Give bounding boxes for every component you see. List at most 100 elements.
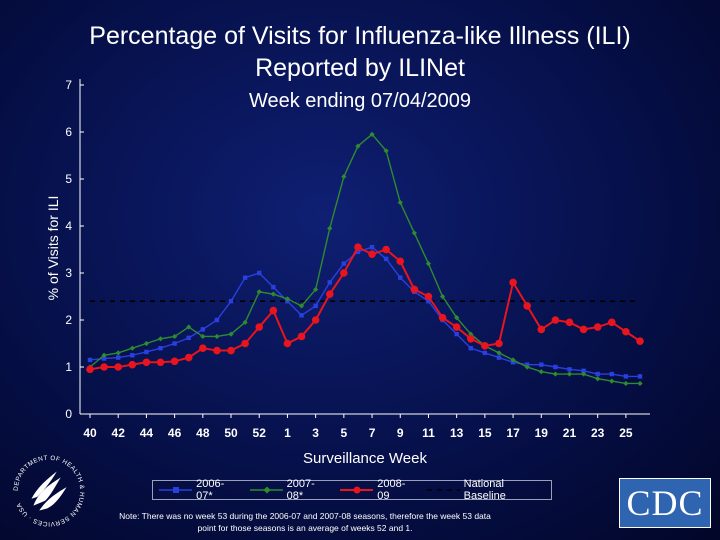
- point-2008-09: [114, 363, 123, 371]
- point-2008-09: [523, 302, 531, 310]
- point-2006-07: [228, 299, 234, 304]
- y-tick-label: 1: [65, 360, 72, 374]
- point-2006-07: [271, 284, 276, 290]
- point-2006-07: [257, 270, 262, 276]
- point-2008-09: [354, 243, 362, 251]
- point-2007-08: [284, 296, 291, 302]
- point-2007-08: [200, 333, 206, 340]
- point-2008-09: [213, 346, 221, 355]
- x-tick-label: 1: [284, 426, 291, 440]
- point-2008-09: [156, 358, 165, 367]
- legend-label-2006-07: 2006-07*: [196, 478, 225, 502]
- point-2006-07: [623, 374, 629, 379]
- point-2006-07: [468, 346, 473, 351]
- point-2007-08: [552, 371, 558, 377]
- point-2006-07: [398, 275, 403, 280]
- y-tick-label: 7: [65, 78, 72, 92]
- x-tick-label: 40: [83, 426, 97, 440]
- point-2007-08: [637, 380, 643, 387]
- point-2007-08: [454, 315, 460, 321]
- point-2007-08: [355, 143, 361, 149]
- legend-item-2007-08: 2007-08*: [249, 478, 331, 502]
- point-2007-08: [186, 324, 192, 330]
- point-2006-07: [553, 364, 558, 370]
- point-2007-08: [623, 380, 629, 387]
- point-2008-09: [495, 339, 503, 348]
- point-2008-09: [452, 323, 461, 331]
- point-2008-09: [438, 313, 447, 322]
- legend-swatch-2007-08: [249, 486, 283, 494]
- point-2006-07: [454, 331, 459, 337]
- point-2007-08: [595, 376, 601, 382]
- point-2007-08: [510, 357, 516, 363]
- point-2008-09: [227, 346, 235, 355]
- x-tick-label: 7: [369, 426, 376, 440]
- point-2006-07: [581, 368, 586, 373]
- x-tick-label: 42: [112, 426, 126, 440]
- point-2008-09: [170, 357, 179, 366]
- footnote: Note: There was no week 53 during the 20…: [119, 511, 491, 533]
- point-2006-07: [313, 303, 318, 309]
- chart-title-line1: Percentage of Visits for Influenza-like …: [89, 22, 631, 50]
- point-2007-08: [609, 378, 615, 384]
- point-2008-09: [368, 250, 376, 258]
- point-2007-08: [496, 350, 502, 356]
- legend-swatch-2006-07: [159, 487, 193, 493]
- point-2007-08: [580, 371, 587, 377]
- legend-item-2008-09: 2008-09: [340, 478, 416, 502]
- point-2006-07: [214, 317, 220, 323]
- point-2008-09: [255, 323, 264, 331]
- x-tick-label: 11: [422, 426, 435, 440]
- point-2006-07: [539, 362, 544, 367]
- chart-title: Percentage of Visits for Influenza-like …: [40, 20, 680, 84]
- legend-label-2007-08: 2007-08*: [286, 478, 315, 502]
- x-tick-label: 19: [535, 426, 549, 440]
- x-tick-label: 50: [224, 426, 238, 440]
- point-2007-08: [115, 350, 121, 356]
- point-2008-09: [311, 316, 320, 324]
- point-2007-08: [214, 333, 220, 340]
- x-tick-label: 23: [591, 426, 605, 440]
- x-tick-label: 25: [619, 426, 633, 440]
- point-2008-09: [396, 257, 405, 266]
- point-2007-08: [425, 261, 432, 267]
- point-2007-08: [524, 364, 530, 370]
- chart-title-line2: Reported by ILINet: [255, 54, 465, 82]
- point-2006-07: [383, 256, 389, 262]
- point-2006-07: [158, 346, 163, 351]
- point-2006-07: [130, 353, 135, 358]
- point-2007-08: [397, 199, 403, 206]
- point-2007-08: [270, 291, 276, 297]
- x-tick-label: 52: [253, 426, 267, 440]
- point-2008-09: [579, 325, 588, 334]
- point-2006-07: [200, 327, 206, 332]
- point-2006-07: [186, 335, 191, 341]
- point-2007-08: [242, 319, 248, 325]
- point-2008-09: [509, 278, 517, 287]
- y-axis-label: % of Visits for ILI: [45, 196, 61, 301]
- point-2006-07: [299, 313, 304, 318]
- point-2007-08: [369, 131, 375, 137]
- point-2006-07: [355, 249, 361, 255]
- point-2008-09: [269, 306, 278, 315]
- x-axis-label: Surveillance Week: [303, 450, 427, 467]
- point-2007-08: [383, 148, 389, 154]
- point-2008-09: [382, 245, 390, 254]
- x-tick-label: 48: [196, 426, 210, 440]
- y-tick-label: 0: [65, 407, 72, 421]
- point-2008-09: [340, 269, 348, 277]
- hhs-logo: DEPARTMENT OF HEALTH & HUMAN SERVICES · …: [13, 455, 85, 528]
- point-2007-08: [313, 286, 319, 293]
- point-2008-09: [142, 358, 151, 367]
- point-2006-07: [482, 350, 488, 356]
- point-2008-09: [241, 339, 249, 348]
- point-2007-08: [341, 174, 347, 180]
- y-tick-label: 2: [65, 313, 72, 327]
- point-2008-09: [551, 316, 560, 324]
- point-2006-07: [327, 280, 332, 285]
- x-tick-label: 21: [563, 426, 577, 440]
- legend-swatch-national-baseline: [426, 489, 460, 491]
- point-2006-07: [87, 357, 93, 363]
- series-line-2008-09: [89, 245, 641, 371]
- legend-label-national-baseline: National Baseline: [463, 478, 506, 502]
